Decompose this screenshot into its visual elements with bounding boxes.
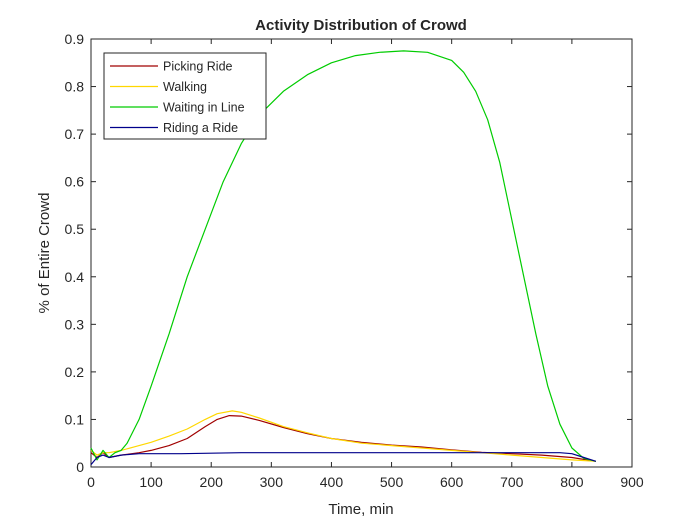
y-tick-label: 0.6 <box>65 174 85 190</box>
x-tick-label: 100 <box>139 474 163 490</box>
y-tick-label: 0.7 <box>65 126 85 142</box>
legend-label: Riding a Ride <box>163 121 238 135</box>
x-tick-label: 600 <box>440 474 464 490</box>
series-line-riding-a-ride <box>90 452 597 465</box>
series-lines <box>90 50 597 465</box>
y-axis: 0 0.1 0.2 0.3 0.4 0.5 0.6 0.7 0.8 0.9 <box>65 31 632 475</box>
legend: Picking Ride Walking Waiting in Line Riding… <box>103 52 267 140</box>
x-tick-label: 400 <box>320 474 344 490</box>
legend-label: Picking Ride <box>163 60 233 74</box>
y-tick-label: 0 <box>76 459 84 475</box>
x-tick-label: 700 <box>500 474 524 490</box>
x-tick-label: 500 <box>380 474 404 490</box>
y-tick-label: 0.9 <box>65 31 85 47</box>
legend-label: Walking <box>163 80 207 94</box>
y-tick-label: 0.1 <box>65 411 85 427</box>
x-tick-label: 0 <box>87 474 95 490</box>
y-tick-label: 0.2 <box>65 364 85 380</box>
legend-box <box>103 52 267 140</box>
y-tick-label: 0.3 <box>65 316 85 332</box>
y-tick-label: 0.5 <box>65 221 85 237</box>
y-tick-label: 0.4 <box>65 269 85 285</box>
y-tick-label: 0.8 <box>65 79 85 95</box>
legend-label: Waiting in Line <box>163 101 245 115</box>
x-tick-label: 300 <box>260 474 284 490</box>
y-axis-label: % of Entire Crowd <box>36 193 53 314</box>
x-axis-label: Time, min <box>328 501 393 518</box>
x-tick-label: 900 <box>620 474 644 490</box>
x-tick-label: 200 <box>200 474 224 490</box>
chart-title: Activity Distribution of Crowd <box>255 17 467 34</box>
series-line-waiting-in-line <box>90 50 597 462</box>
x-axis: 0 100 200 300 400 500 600 700 800 900 <box>87 39 644 490</box>
x-tick-label: 800 <box>560 474 584 490</box>
